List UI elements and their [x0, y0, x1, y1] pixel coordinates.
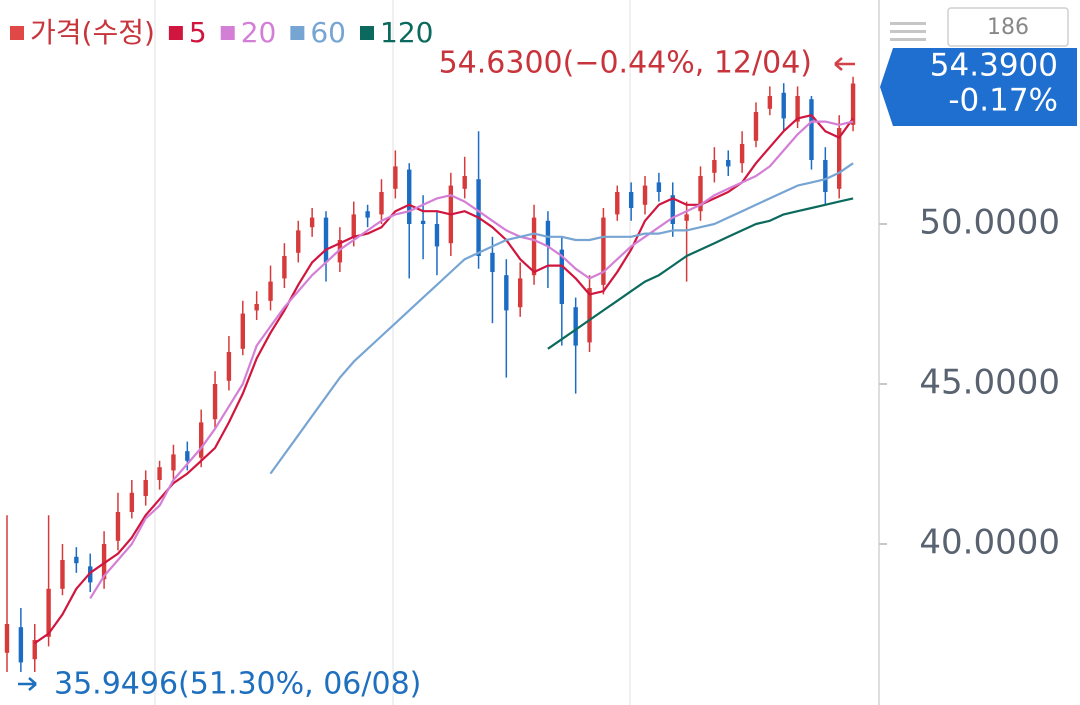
legend-label: 120 [380, 16, 433, 49]
candle-body [323, 217, 329, 263]
candle-body [462, 176, 467, 189]
candle-body [823, 160, 828, 192]
candle-body [282, 256, 287, 279]
candle-body [587, 288, 592, 343]
count-box[interactable] [947, 7, 1069, 47]
candle-body [490, 252, 495, 272]
candle-body [157, 467, 162, 480]
candle-body [393, 166, 398, 189]
candle-body [129, 492, 135, 512]
legend: 가격(수정) 5 20 60 120 [10, 16, 433, 49]
menu-bar [890, 38, 926, 41]
menu-bar [890, 22, 926, 25]
last-price: 54.3900 [930, 48, 1058, 84]
candle-body [365, 211, 370, 218]
menu-icon[interactable] [890, 22, 926, 41]
candle-body [4, 624, 10, 653]
last-price-flag [880, 48, 1077, 126]
candle-body [198, 422, 204, 458]
candle-body [309, 217, 315, 228]
candle-body [101, 544, 107, 580]
legend-label: 20 [241, 16, 277, 49]
low-arrow [18, 677, 37, 691]
candle-body [18, 627, 24, 663]
low-label: 35.9496(51.30%, 06/08) [54, 667, 421, 702]
candle-body [698, 176, 703, 212]
candle-body [628, 192, 634, 208]
candle-body [684, 214, 689, 221]
candle-body [753, 112, 759, 141]
candle-body [517, 278, 523, 308]
candle-body [420, 220, 426, 224]
candle-body [656, 182, 662, 192]
candle-body [226, 352, 232, 381]
legend-swatch [290, 26, 305, 40]
count-label: 186 [987, 15, 1029, 40]
legend-swatch [168, 26, 183, 40]
legend-swatch [360, 26, 374, 40]
candle-body [726, 160, 731, 167]
candle-body [185, 451, 190, 461]
last-change: -0.17% [948, 83, 1058, 119]
legend-label: 5 [189, 16, 207, 49]
candle-body [296, 230, 301, 253]
candle-body [531, 217, 537, 276]
high-label: 54.6300(−0.44%, 12/04) [439, 46, 812, 81]
candle-body [795, 96, 800, 122]
candle-body [254, 304, 259, 311]
candle-body [32, 640, 37, 660]
candle-body [46, 588, 51, 637]
candle-body [712, 160, 717, 173]
candle-body [240, 313, 245, 349]
candle-body [837, 128, 842, 189]
candle-body [74, 556, 79, 564]
legend-swatch [220, 26, 235, 40]
candle-body [809, 99, 814, 160]
moving-average-line [269, 162, 854, 475]
candle-body [504, 275, 509, 311]
candle-body [434, 224, 440, 247]
high-arrow [834, 57, 855, 71]
candle-body [545, 220, 551, 247]
candle-body [601, 217, 606, 285]
moving-average-line [547, 197, 854, 350]
candle-body [268, 281, 273, 301]
y-tick-label: 40.0000 [919, 523, 1060, 563]
legend-swatch [10, 26, 24, 40]
candle-body [115, 512, 121, 541]
candle-body [212, 384, 218, 420]
candle-body [143, 480, 148, 496]
candle-body [379, 192, 384, 215]
menu-bar [890, 30, 926, 33]
candle-body [60, 560, 65, 589]
candle-body [642, 185, 648, 205]
candle-body [559, 249, 564, 304]
moving-average-line [89, 120, 854, 599]
candle-body [337, 240, 343, 263]
plot-area [4, 76, 856, 672]
candle-body [739, 144, 745, 164]
candle-body [171, 454, 176, 471]
candle-body [351, 214, 356, 237]
y-tick-label: 50.0000 [919, 203, 1060, 243]
candle-body [407, 169, 412, 224]
candle-body [781, 92, 786, 119]
legend-label: 가격(수정) [30, 16, 155, 49]
y-tick-label: 45.0000 [919, 363, 1060, 403]
candle-body [573, 307, 578, 346]
candle-body [850, 83, 856, 125]
candle-body [670, 195, 675, 224]
candle-body [767, 96, 773, 109]
legend-label: 60 [310, 16, 346, 49]
candle-body [615, 192, 620, 215]
